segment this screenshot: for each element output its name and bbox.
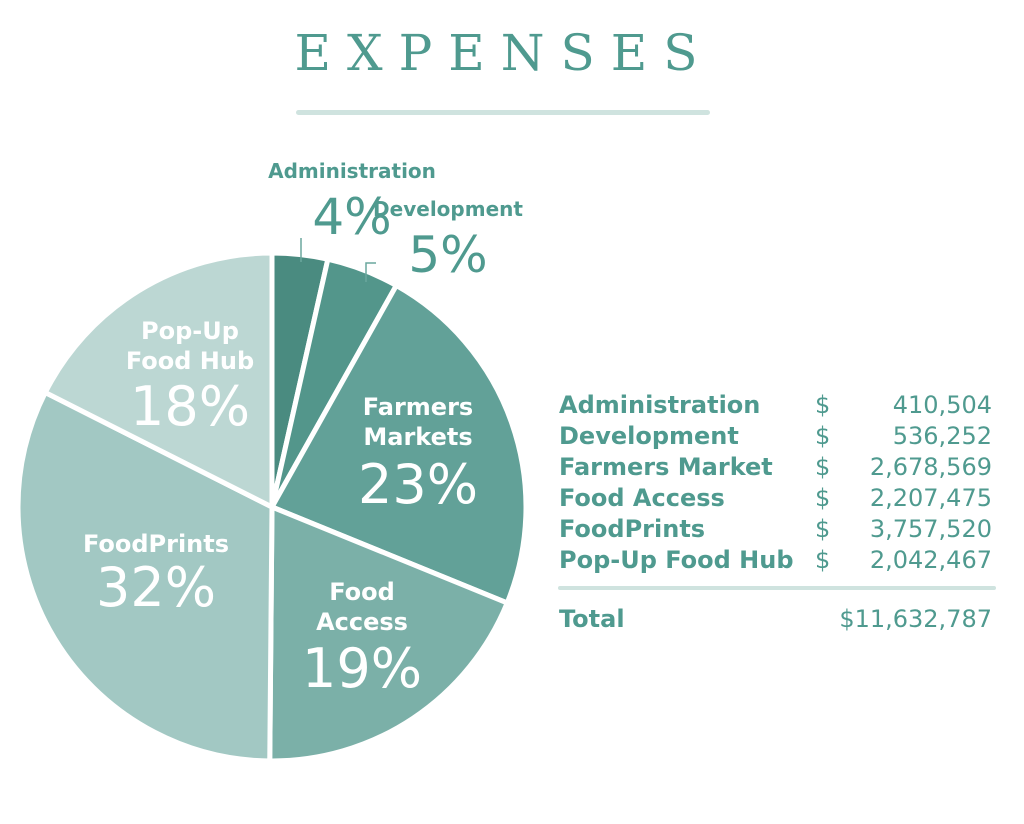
leader-lines xyxy=(300,238,376,282)
table-label-pop-up-food-hub: Pop-Up Food Hub xyxy=(559,546,794,574)
pie-slice-pop-up-food-hub xyxy=(42,250,275,510)
chart-title: EXPENSES xyxy=(294,24,714,82)
table-label-food-access: Food Access xyxy=(559,484,725,512)
title-divider xyxy=(296,110,710,115)
pie-label-farmers-markets-name: Farmers xyxy=(363,393,473,421)
table-currency: $ xyxy=(815,546,831,574)
pie-label-administration-percent: 4% xyxy=(312,188,391,246)
table-amount-development: 536,252 xyxy=(892,422,992,450)
pie-labels: Administration 4%Development 5% FarmersMark… xyxy=(83,159,523,700)
table-amount-foodprints: 3,757,520 xyxy=(869,515,992,543)
table-currency: $ xyxy=(815,453,831,481)
pie-label-food-access-name: Access xyxy=(316,608,408,636)
table-label-farmers-market: Farmers Market xyxy=(559,453,773,481)
pie-slices xyxy=(15,250,529,764)
leader-line-development xyxy=(365,262,376,282)
pie-label-foodprints-percent: 32% xyxy=(96,556,216,619)
table-currency: $ xyxy=(815,391,831,419)
table-total-amount: $11,632,787 xyxy=(839,605,992,633)
pie-label-farmers-markets-name: Markets xyxy=(363,423,472,451)
pie-label-farmers-markets-percent: 23% xyxy=(358,453,478,516)
pie-label-pop-up-food-hub-percent: 18% xyxy=(130,375,250,438)
pie-label-development-name: Development xyxy=(373,197,523,221)
table-currency: $ xyxy=(815,422,831,450)
pie-slice-foodprints xyxy=(15,390,275,764)
pie-label-pop-up-food-hub-name: Pop-Up xyxy=(141,317,239,345)
table-amount-pop-up-food-hub: 2,042,467 xyxy=(869,546,992,574)
table-divider xyxy=(558,586,996,590)
pie-slice-food-access xyxy=(267,504,510,764)
table-amount-farmers-market: 2,678,569 xyxy=(869,453,992,481)
pie-label-development-percent: 5% xyxy=(408,226,487,284)
table-label-administration: Administration xyxy=(559,391,761,419)
pie-label-pop-up-food-hub-name: Food Hub xyxy=(126,347,254,375)
table-currency: $ xyxy=(815,515,831,543)
pie-label-administration-name: Administration xyxy=(268,159,436,183)
table-currency: $ xyxy=(815,484,831,512)
pie-slice-farmers-markets xyxy=(269,282,529,606)
table-total-label: Total xyxy=(559,605,625,633)
table-label-development: Development xyxy=(559,422,739,450)
pie-label-food-access-name: Food xyxy=(329,578,395,606)
table-label-foodprints: FoodPrints xyxy=(559,515,706,543)
pie-label-foodprints-name: FoodPrints xyxy=(83,530,229,558)
table-amount-administration: 410,504 xyxy=(892,391,992,419)
table-amount-food-access: 2,207,475 xyxy=(869,484,992,512)
pie-label-food-access-percent: 19% xyxy=(302,637,422,700)
